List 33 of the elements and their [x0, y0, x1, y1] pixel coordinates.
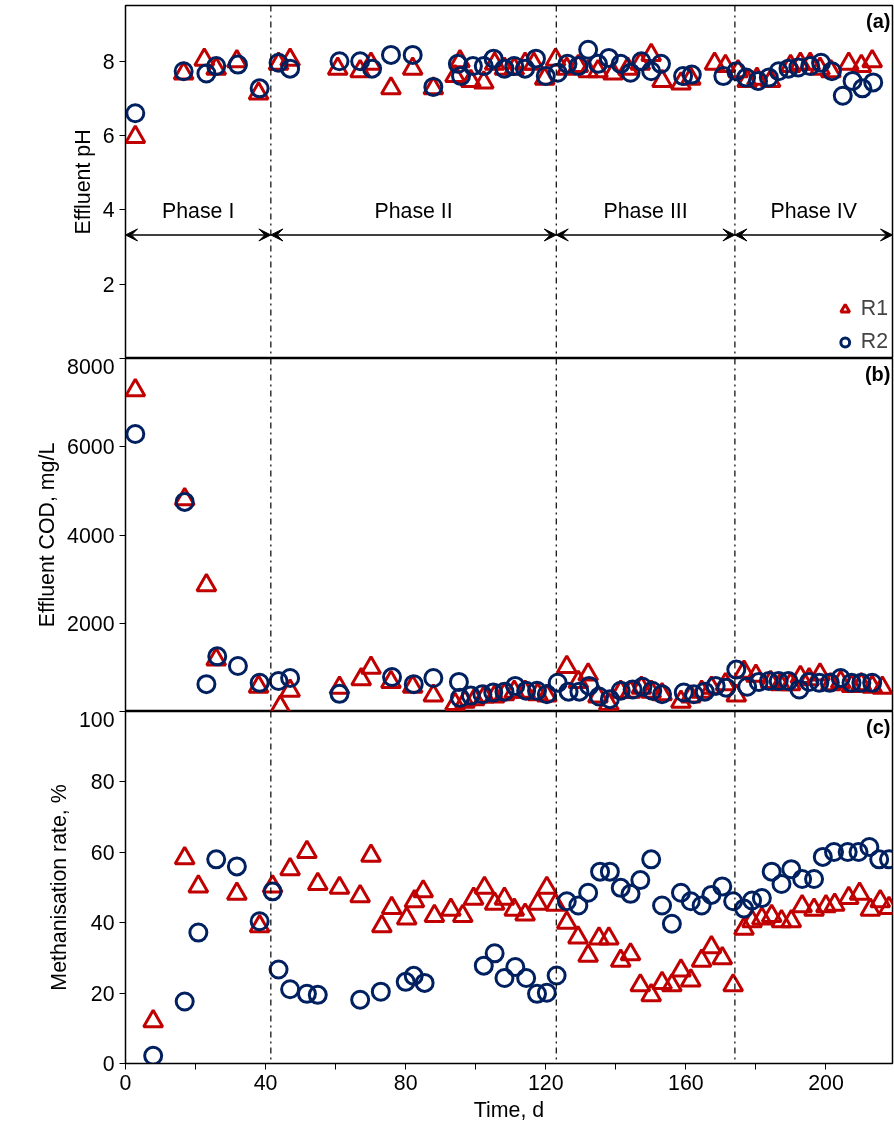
annotation: Phase I: [162, 198, 235, 223]
y-tick-label: 60: [90, 840, 115, 865]
legend-label: R2: [860, 329, 888, 354]
y-axis-title: Effluent COD, mg/L: [35, 442, 60, 628]
y-tick-label: 6: [102, 124, 115, 149]
y-tick-label: 4: [102, 198, 115, 223]
y-tick-label: 20: [90, 981, 115, 1006]
y-axis-title: Methanisation rate, %: [46, 784, 71, 991]
y-tick-label: 2: [102, 272, 115, 297]
annotation: (c): [866, 715, 891, 738]
y-tick-label: 8: [102, 49, 115, 74]
legend-label: R1: [860, 296, 888, 321]
annotation: Phase II: [374, 198, 453, 223]
y-tick-label: 8000: [67, 354, 115, 379]
x-tick-label: 200: [808, 1070, 844, 1095]
annotation: Phase IV: [770, 198, 858, 223]
x-axis-title: Time, d: [473, 1097, 545, 1122]
y-tick-label: 6000: [67, 435, 115, 460]
x-tick-label: 0: [119, 1070, 132, 1095]
y-tick-label: 2000: [67, 611, 115, 636]
y-tick-label: 100: [78, 707, 115, 732]
y-tick-label: 4000: [67, 523, 115, 548]
x-tick-label: 40: [253, 1070, 278, 1095]
y-tick-label: 40: [90, 911, 115, 936]
annotation: (a): [866, 9, 891, 32]
x-tick-label: 120: [527, 1070, 564, 1095]
annotation: (b): [864, 362, 891, 385]
x-tick-label: 80: [393, 1070, 418, 1095]
y-tick-label: 0: [102, 1052, 115, 1076]
y-axis-title: Effluent pH: [70, 129, 95, 235]
annotation: Phase III: [603, 198, 688, 223]
x-tick-label: 160: [668, 1070, 704, 1095]
y-tick-label: 80: [90, 770, 115, 795]
